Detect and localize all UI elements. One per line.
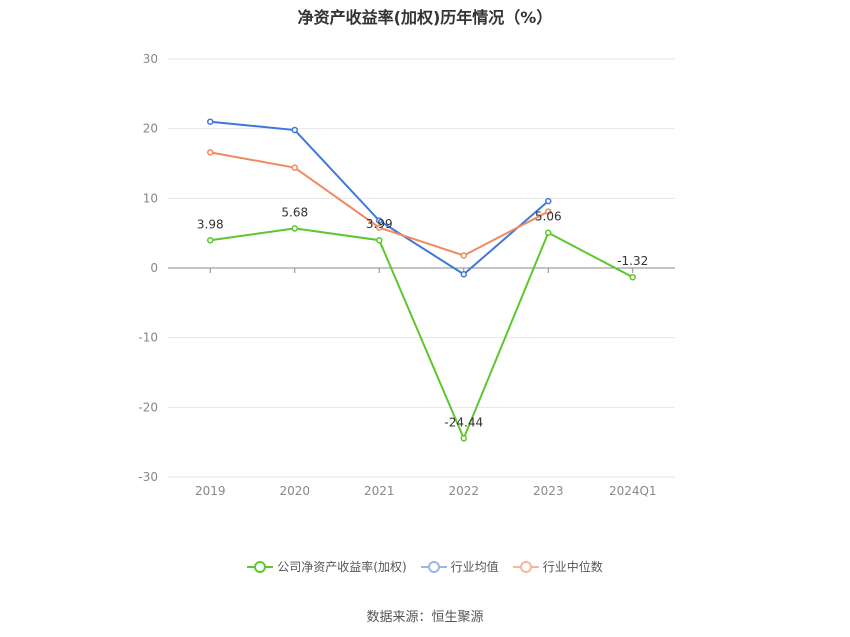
data-point-0-1 <box>291 225 298 232</box>
data-labels: 3.98 5.68 3.99 -24.44 5.06 -1.32 <box>197 205 648 429</box>
legend-label-industry-avg: 行业均值 <box>450 560 499 574</box>
x-tick-label: 2022 <box>448 484 479 498</box>
legend-marker-company <box>247 560 274 573</box>
legend-marker-industry-avg <box>420 560 447 573</box>
data-point-0-4 <box>545 229 552 236</box>
data-point-2-2 <box>376 224 383 231</box>
data-point-1-4 <box>545 197 552 205</box>
x-tick-label: 2024Q1 <box>609 484 657 498</box>
legend-item-industry-median[interactable]: 行业中位数 <box>512 558 603 575</box>
legend-item-industry-avg[interactable]: 行业均值 <box>420 558 499 575</box>
y-tick-label: 30 <box>143 52 158 66</box>
data-label: 3.98 <box>197 217 224 231</box>
y-tick-label: 20 <box>143 122 158 136</box>
y-tick-label: -30 <box>138 470 158 484</box>
legend-label-company: 公司净资产收益率(加权) <box>277 560 407 574</box>
data-point-0-0 <box>207 237 214 244</box>
data-point-2-3 <box>460 252 467 259</box>
data-label: 5.06 <box>535 210 562 224</box>
x-tick-label: 2020 <box>279 484 310 498</box>
data-point-2-1 <box>291 164 298 171</box>
y-tick-label: -20 <box>138 400 158 414</box>
data-label: 3.99 <box>366 217 393 231</box>
chart-title: 净资产收益率(加权)历年情况（%） <box>297 8 553 27</box>
legend: 公司净资产收益率(加权) 行业均值 行业中位数 <box>0 558 850 575</box>
grid-lines <box>168 58 675 478</box>
y-tick-label: 10 <box>143 191 158 205</box>
data-label: 5.68 <box>281 205 308 219</box>
data-label: -24.44 <box>444 415 483 429</box>
series-lines <box>207 118 636 442</box>
x-tick-label: 2023 <box>533 484 564 498</box>
data-point-1-1 <box>291 126 298 134</box>
data-source: 数据来源：恒生聚源 <box>366 610 484 625</box>
data-point-2-4 <box>545 208 552 215</box>
legend-label-industry-median: 行业中位数 <box>542 560 603 574</box>
data-point-0-5 <box>629 273 636 281</box>
x-tick-label: 2019 <box>195 484 226 498</box>
data-point-0-2 <box>376 236 383 244</box>
x-tick-label: 2021 <box>364 484 395 498</box>
legend-marker-industry-median <box>512 560 539 573</box>
data-point-1-2 <box>376 217 383 224</box>
data-point-2-0 <box>207 149 214 156</box>
data-point-0-3 <box>460 435 467 442</box>
y-tick-label: 0 <box>150 261 158 275</box>
data-point-1-0 <box>207 118 214 125</box>
data-point-1-3 <box>460 271 467 278</box>
legend-item-company[interactable]: 公司净资产收益率(加权) <box>247 558 407 575</box>
axes: 30 20 10 0 -10 -20 -30 2019 2020 2021 2022 2023 2024… <box>138 52 656 498</box>
series-line-0 <box>210 227 634 441</box>
y-tick-label: -10 <box>138 331 158 345</box>
data-label: -1.32 <box>617 254 648 268</box>
